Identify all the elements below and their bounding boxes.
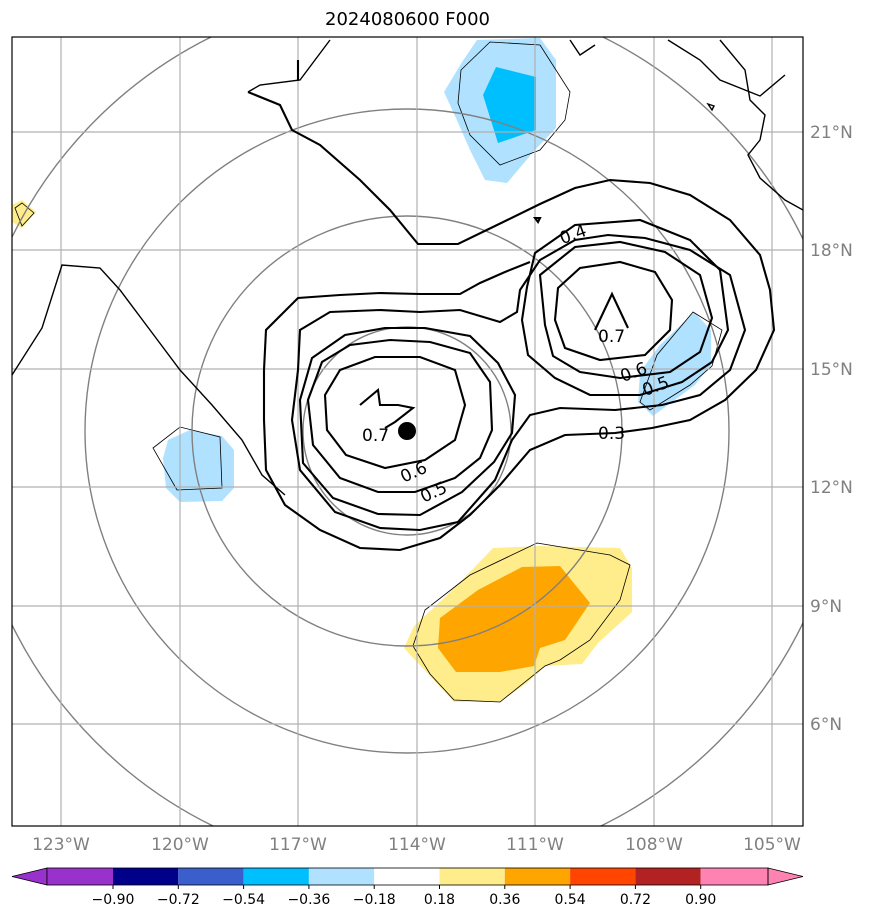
contour-0-65: [323, 260, 674, 470]
shading-light-blue-west: [163, 430, 234, 502]
coastline-baja: [12, 264, 286, 496]
contour-0-7-east: [594, 291, 629, 331]
outline-south: [412, 542, 631, 703]
colorbar-segment: [635, 868, 701, 885]
colorbar-segment: [178, 868, 244, 885]
lon-label: 111°W: [506, 835, 564, 855]
shading-orange-south: [438, 566, 590, 672]
coastline-island: [706, 102, 715, 112]
colorbar-tick-label: −0.18: [353, 892, 396, 908]
colorbar-tick-label: −0.36: [287, 892, 330, 908]
range-ring-4: [12, 37, 803, 826]
shading-blue-north: [483, 67, 536, 143]
shaded-anomalies: [12, 38, 711, 702]
gridlines: [12, 37, 803, 826]
contour-small: [532, 216, 542, 224]
contour-0-7-west: [359, 387, 416, 429]
colorbar-extend-low: [11, 867, 48, 886]
colorbar-segment: [374, 868, 440, 885]
lon-label: 120°W: [151, 835, 209, 855]
colorbar-segment: [570, 868, 636, 885]
map-frame: [11, 36, 804, 827]
shading-light-blue-east: [638, 312, 711, 416]
longitude-labels: 123°W 120°W 117°W 114°W 111°W 108°W 105°…: [32, 835, 801, 855]
range-rings: [12, 37, 803, 826]
colorbar-tick-label: −0.90: [92, 892, 135, 908]
lat-label: 15°N: [810, 360, 853, 380]
colorbar-tick-label: 0.72: [620, 892, 651, 908]
colorbar-segment: [308, 868, 375, 885]
lon-label: 123°W: [32, 835, 90, 855]
colorbar-segment: [47, 868, 113, 885]
coastline-gulf: [569, 39, 596, 56]
lat-label: 21°N: [810, 123, 853, 143]
colorbar-segment: [439, 868, 505, 885]
lat-label: 9°N: [810, 597, 842, 617]
colorbar-segment: [504, 868, 571, 885]
coastline: [12, 39, 803, 496]
contour-label: 0.6: [397, 458, 430, 488]
colorbar-tick-label: −0.72: [157, 892, 200, 908]
outline-north: [457, 41, 571, 166]
contour-0-4: [290, 233, 747, 532]
colorbar-segment: [113, 868, 179, 885]
latitude-labels: 21°N 18°N 15°N 12°N 9°N 6°N: [810, 123, 853, 735]
colorbar-extend-high: [767, 867, 804, 886]
coastline-north: [247, 39, 331, 93]
coastline-mainland: [667, 39, 786, 97]
lon-label: 105°W: [743, 835, 801, 855]
colorbar-outline: [46, 867, 769, 886]
contour-label: 0.7: [362, 426, 389, 446]
contour-0-5: [298, 218, 730, 517]
lon-label: 108°W: [625, 835, 683, 855]
lat-label: 12°N: [810, 478, 853, 498]
contour-label: 0.3: [598, 424, 625, 444]
colorbar-segment: [243, 868, 309, 885]
contour-label: 0.7: [598, 327, 625, 347]
colorbar: −0.90 −0.72 −0.54 −0.36 −0.18 0.18 0.36 0.54 0.7…: [11, 867, 804, 908]
contour-outer: [247, 60, 776, 552]
storm-center-marker: [398, 422, 416, 440]
contour-0-6: [306, 240, 714, 494]
colorbar-tick-label: 0.90: [685, 892, 716, 908]
lat-label: 6°N: [810, 715, 842, 735]
lon-label: 117°W: [269, 835, 327, 855]
lon-label: 114°W: [388, 835, 446, 855]
colorbar-tick-label: 0.54: [555, 892, 586, 908]
shading-outlines: [14, 41, 723, 703]
map-title: 2024080600 F000: [325, 9, 490, 30]
range-ring-3: [84, 108, 730, 754]
outline-west: [152, 426, 223, 491]
colorbar-tick-label: −0.54: [222, 892, 265, 908]
colorbar-tick-label: 0.36: [489, 892, 520, 908]
coastline-east: [719, 39, 803, 211]
colorbar-tick-label: 0.18: [424, 892, 455, 908]
colorbar-segment: [700, 868, 768, 885]
lat-label: 18°N: [810, 241, 853, 261]
map-area: 0.7 0.6 0.5 0.4 0.7 0.6 0.5 0.3: [12, 37, 803, 826]
contours: [247, 60, 776, 552]
outline-edge: [14, 202, 35, 227]
